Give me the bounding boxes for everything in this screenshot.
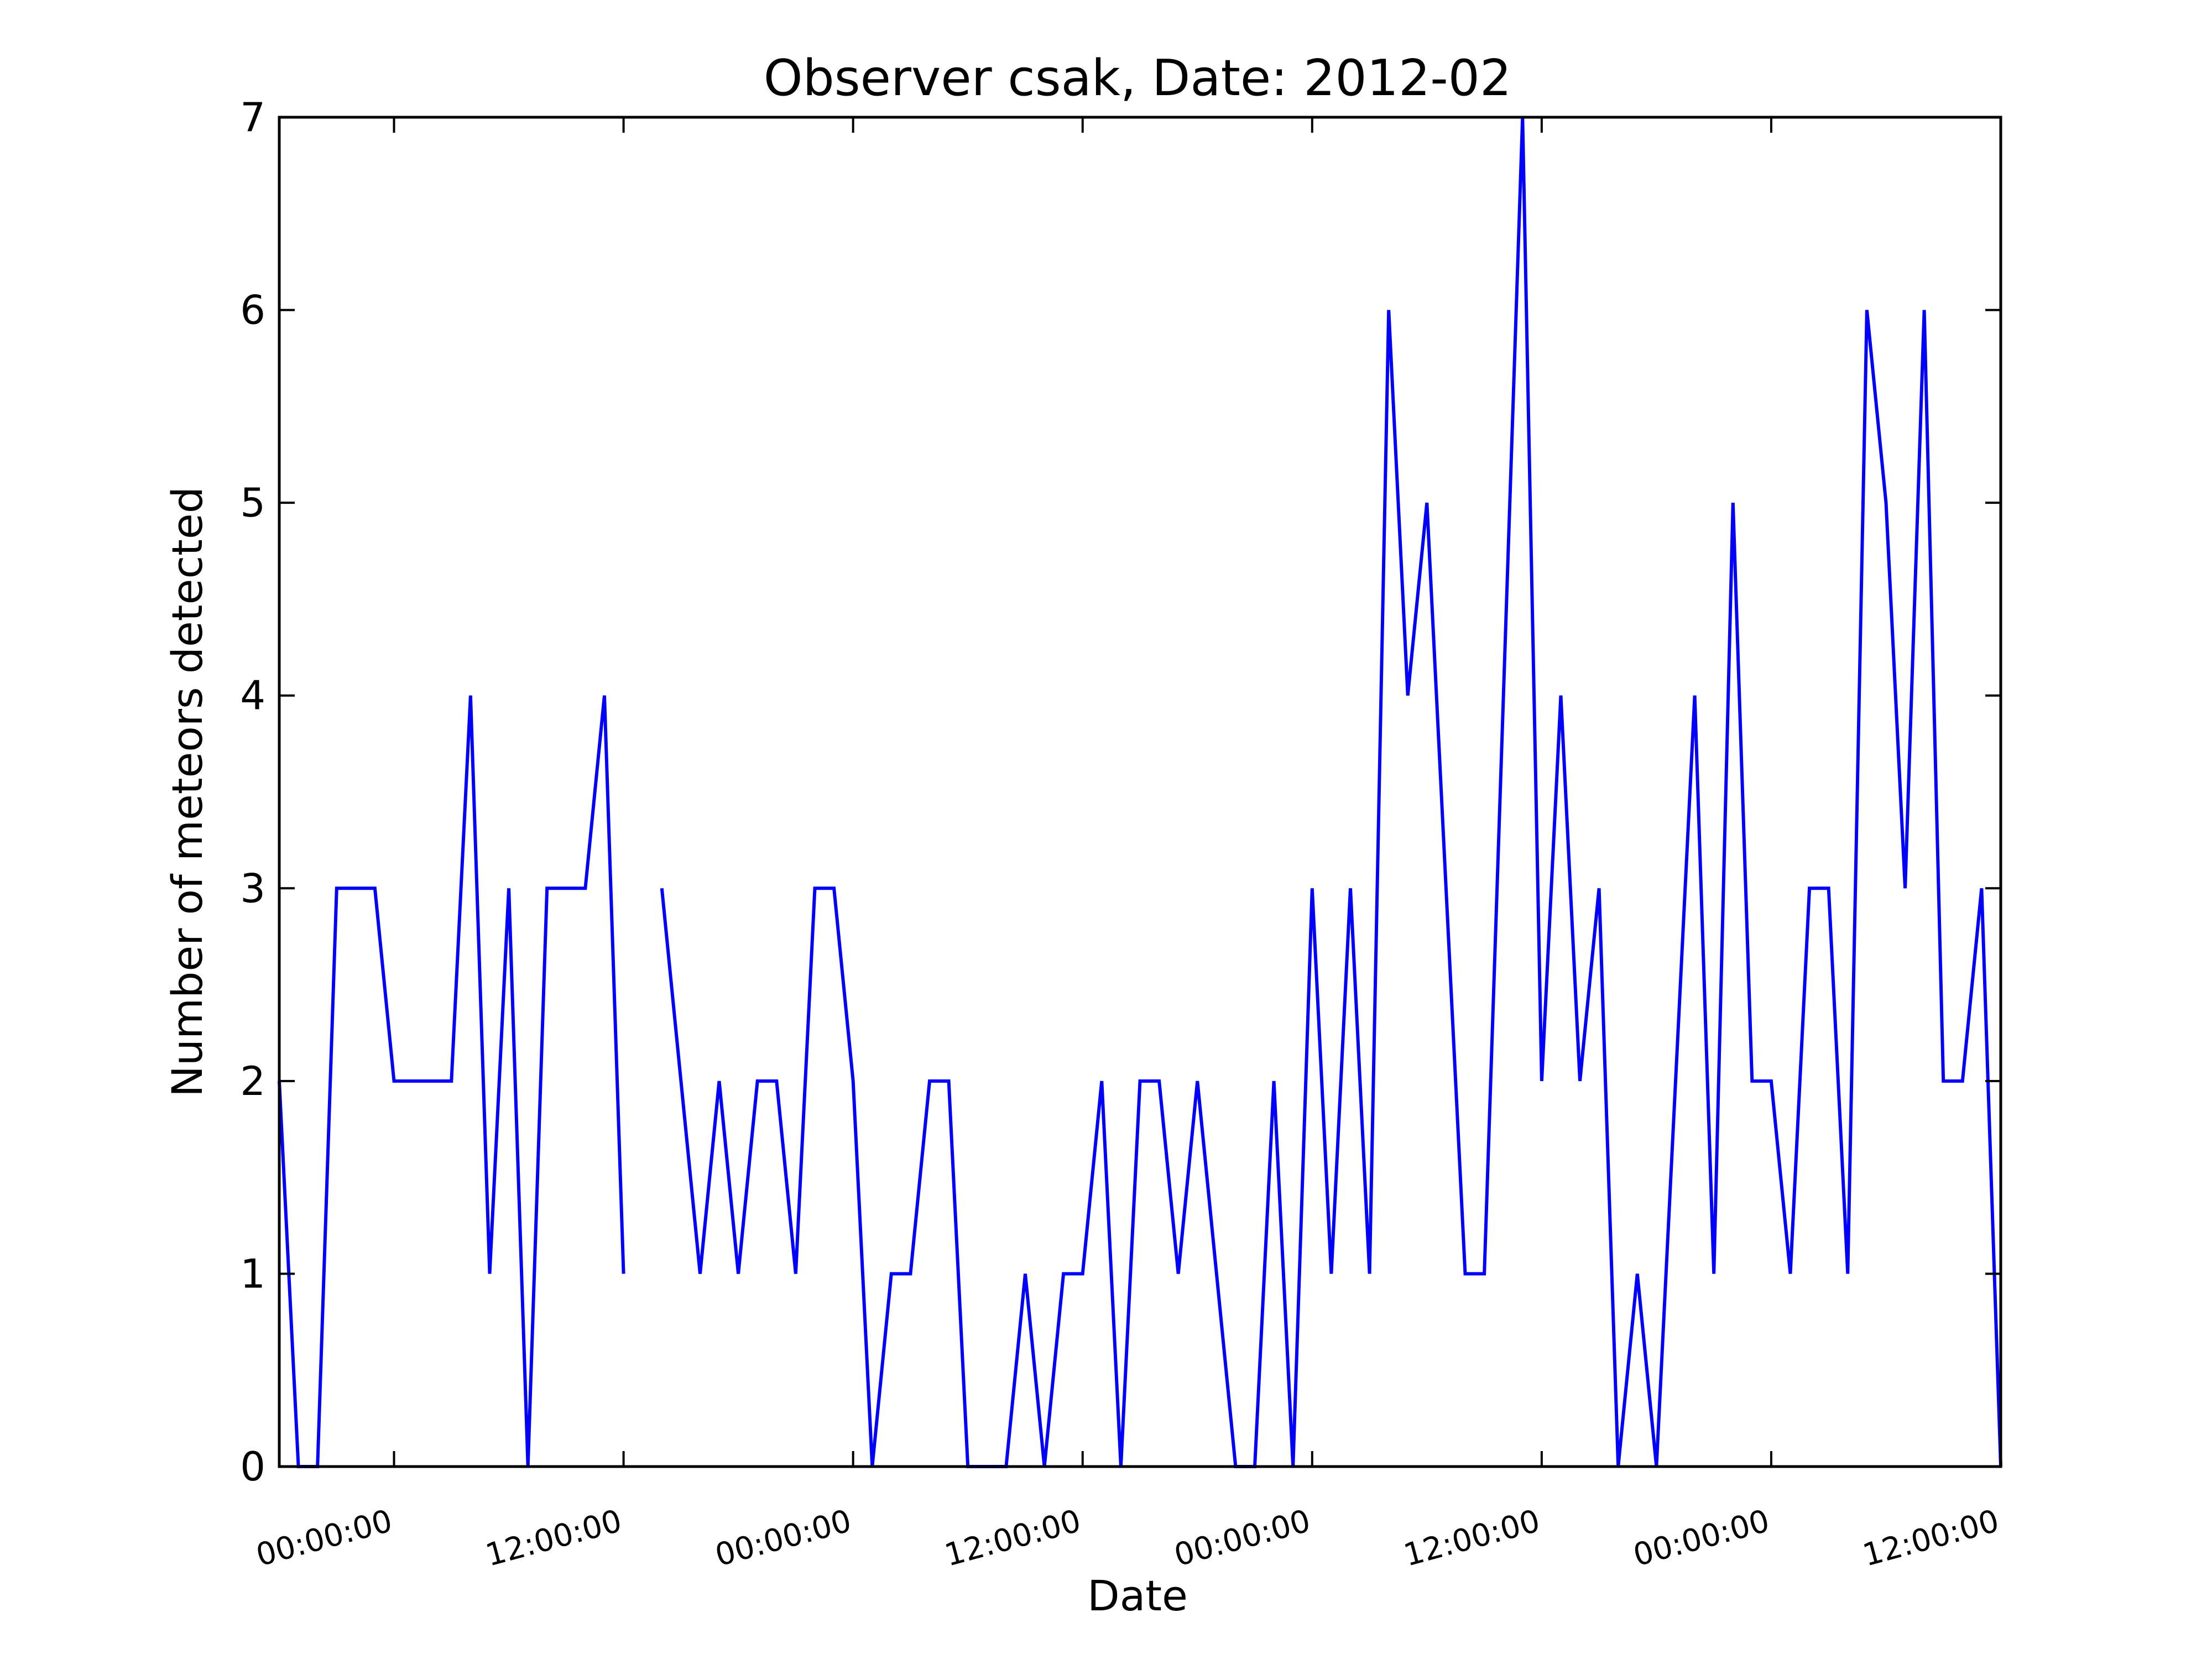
y-tick-label: 5 — [240, 479, 265, 526]
y-tick-label: 0 — [240, 1443, 265, 1490]
y-tick-label: 1 — [240, 1250, 265, 1297]
y-tick-labels: 0 1 2 3 4 5 6 7 — [240, 94, 265, 1490]
tick-marks — [279, 116, 2002, 1468]
y-tick-label: 7 — [240, 94, 265, 140]
y-tick-label: 4 — [240, 672, 265, 719]
y-tick-label: 2 — [240, 1058, 265, 1104]
plot-area — [278, 117, 2002, 1468]
chart-title: Observer csak, Date: 2012-02 — [764, 49, 1511, 107]
y-tick-label: 3 — [240, 865, 265, 911]
series-line-segment-2 — [660, 117, 2002, 1468]
series-line-segment-1 — [278, 695, 625, 1468]
axes-frame — [278, 116, 2002, 1468]
y-tick-label: 6 — [240, 287, 265, 333]
x-axis-label: Date — [1087, 1571, 1188, 1620]
y-axis-label: Number of meteors detected — [163, 487, 212, 1097]
